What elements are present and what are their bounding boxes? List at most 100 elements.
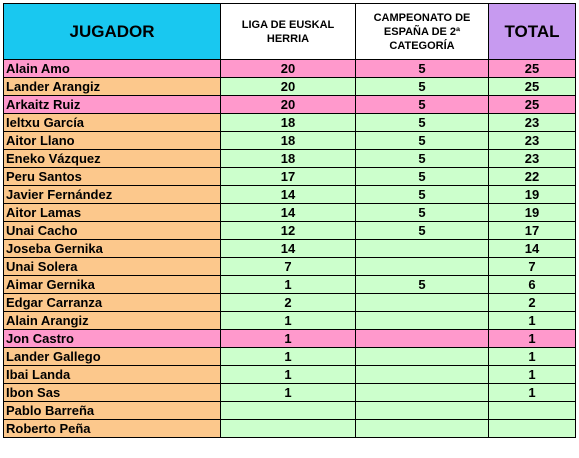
player-name-cell[interactable]: Javier Fernández xyxy=(3,185,221,204)
total-points-cell[interactable]: 6 xyxy=(488,275,576,294)
total-points-cell[interactable]: 25 xyxy=(488,77,576,96)
campeonato-points-cell[interactable]: 5 xyxy=(355,131,489,150)
total-points-cell[interactable] xyxy=(488,401,576,420)
liga-points-cell[interactable]: 17 xyxy=(220,167,356,186)
total-points-cell[interactable]: 22 xyxy=(488,167,576,186)
table-row: Ieltxu García 18 5 23 xyxy=(3,113,576,132)
campeonato-points-cell[interactable] xyxy=(355,293,489,312)
liga-points-cell[interactable]: 14 xyxy=(220,185,356,204)
liga-points-cell[interactable]: 1 xyxy=(220,275,356,294)
player-name-cell[interactable]: Aitor Lamas xyxy=(3,203,221,222)
table-row: Arkaitz Ruiz 20 5 25 xyxy=(3,95,576,114)
player-name-cell[interactable]: Joseba Gernika xyxy=(3,239,221,258)
player-name-cell[interactable]: Jon Castro xyxy=(3,329,221,348)
campeonato-points-cell[interactable]: 5 xyxy=(355,149,489,168)
total-points-cell[interactable]: 19 xyxy=(488,203,576,222)
liga-points-cell[interactable]: 20 xyxy=(220,77,356,96)
column-header-campeonato[interactable]: CAMPEONATO DE ESPAÑA DE 2ª CATEGORÍA xyxy=(355,3,489,60)
liga-points-cell[interactable] xyxy=(220,419,356,438)
campeonato-points-cell[interactable]: 5 xyxy=(355,185,489,204)
player-name-cell[interactable]: Aitor Llano xyxy=(3,131,221,150)
campeonato-points-cell[interactable] xyxy=(355,401,489,420)
total-points-cell[interactable]: 1 xyxy=(488,365,576,384)
player-name-cell[interactable]: Ieltxu García xyxy=(3,113,221,132)
liga-points-cell[interactable]: 18 xyxy=(220,131,356,150)
total-points-cell[interactable]: 1 xyxy=(488,347,576,366)
table-row: Aitor Llano 18 5 23 xyxy=(3,131,576,150)
campeonato-points-cell[interactable]: 5 xyxy=(355,275,489,294)
liga-points-cell[interactable]: 1 xyxy=(220,365,356,384)
table-row: Javier Fernández 14 5 19 xyxy=(3,185,576,204)
total-points-cell[interactable] xyxy=(488,419,576,438)
total-points-cell[interactable]: 25 xyxy=(488,95,576,114)
table-row: Unai Cacho 12 5 17 xyxy=(3,221,576,240)
campeonato-points-cell[interactable] xyxy=(355,311,489,330)
liga-points-cell[interactable]: 1 xyxy=(220,329,356,348)
total-points-cell[interactable]: 2 xyxy=(488,293,576,312)
liga-points-cell[interactable]: 7 xyxy=(220,257,356,276)
campeonato-points-cell[interactable] xyxy=(355,329,489,348)
total-points-cell[interactable]: 1 xyxy=(488,383,576,402)
table-row: Alain Arangiz 1 1 xyxy=(3,311,576,330)
liga-points-cell[interactable]: 12 xyxy=(220,221,356,240)
table-row: Joseba Gernika 14 14 xyxy=(3,239,576,258)
player-name-cell[interactable]: Unai Solera xyxy=(3,257,221,276)
liga-points-cell[interactable]: 14 xyxy=(220,203,356,222)
liga-points-cell[interactable]: 18 xyxy=(220,149,356,168)
campeonato-points-cell[interactable] xyxy=(355,383,489,402)
campeonato-points-cell[interactable]: 5 xyxy=(355,95,489,114)
total-points-cell[interactable]: 19 xyxy=(488,185,576,204)
liga-points-cell[interactable]: 1 xyxy=(220,347,356,366)
player-name-cell[interactable]: Edgar Carranza xyxy=(3,293,221,312)
campeonato-points-cell[interactable] xyxy=(355,365,489,384)
player-name-cell[interactable]: Roberto Peña xyxy=(3,419,221,438)
liga-points-cell[interactable]: 20 xyxy=(220,95,356,114)
total-points-cell[interactable]: 23 xyxy=(488,131,576,150)
total-points-cell[interactable]: 17 xyxy=(488,221,576,240)
liga-points-cell[interactable]: 2 xyxy=(220,293,356,312)
total-points-cell[interactable]: 1 xyxy=(488,329,576,348)
table-row: Jon Castro 1 1 xyxy=(3,329,576,348)
campeonato-points-cell[interactable] xyxy=(355,419,489,438)
player-stats-table: JUGADOR LIGA DE EUSKAL HERRIA CAMPEONATO… xyxy=(3,3,576,438)
player-name-cell[interactable]: Lander Arangiz xyxy=(3,77,221,96)
player-name-cell[interactable]: Lander Gallego xyxy=(3,347,221,366)
total-points-cell[interactable]: 1 xyxy=(488,311,576,330)
liga-points-cell[interactable]: 1 xyxy=(220,383,356,402)
player-name-cell[interactable]: Alain Arangiz xyxy=(3,311,221,330)
player-name-cell[interactable]: Ibai Landa xyxy=(3,365,221,384)
header-row: JUGADOR LIGA DE EUSKAL HERRIA CAMPEONATO… xyxy=(3,3,576,60)
campeonato-points-cell[interactable] xyxy=(355,257,489,276)
campeonato-points-cell[interactable]: 5 xyxy=(355,167,489,186)
liga-points-cell[interactable]: 18 xyxy=(220,113,356,132)
player-name-cell[interactable]: Pablo Barreña xyxy=(3,401,221,420)
column-header-player[interactable]: JUGADOR xyxy=(3,3,221,60)
column-header-liga[interactable]: LIGA DE EUSKAL HERRIA xyxy=(220,3,356,60)
player-name-cell[interactable]: Ibon Sas xyxy=(3,383,221,402)
player-name-cell[interactable]: Peru Santos xyxy=(3,167,221,186)
total-points-cell[interactable]: 25 xyxy=(488,59,576,78)
player-name-cell[interactable]: Arkaitz Ruiz xyxy=(3,95,221,114)
player-name-cell[interactable]: Alain Amo xyxy=(3,59,221,78)
table-row: Ibai Landa 1 1 xyxy=(3,365,576,384)
player-name-cell[interactable]: Aimar Gernika xyxy=(3,275,221,294)
liga-points-cell[interactable]: 20 xyxy=(220,59,356,78)
column-header-total[interactable]: TOTAL xyxy=(488,3,576,60)
total-points-cell[interactable]: 7 xyxy=(488,257,576,276)
table-row: Eneko Vázquez 18 5 23 xyxy=(3,149,576,168)
campeonato-points-cell[interactable]: 5 xyxy=(355,113,489,132)
campeonato-points-cell[interactable]: 5 xyxy=(355,221,489,240)
total-points-cell[interactable]: 14 xyxy=(488,239,576,258)
campeonato-points-cell[interactable]: 5 xyxy=(355,203,489,222)
campeonato-points-cell[interactable]: 5 xyxy=(355,59,489,78)
liga-points-cell[interactable]: 1 xyxy=(220,311,356,330)
liga-points-cell[interactable] xyxy=(220,401,356,420)
campeonato-points-cell[interactable] xyxy=(355,239,489,258)
campeonato-points-cell[interactable] xyxy=(355,347,489,366)
player-name-cell[interactable]: Eneko Vázquez xyxy=(3,149,221,168)
total-points-cell[interactable]: 23 xyxy=(488,149,576,168)
player-name-cell[interactable]: Unai Cacho xyxy=(3,221,221,240)
total-points-cell[interactable]: 23 xyxy=(488,113,576,132)
campeonato-points-cell[interactable]: 5 xyxy=(355,77,489,96)
liga-points-cell[interactable]: 14 xyxy=(220,239,356,258)
